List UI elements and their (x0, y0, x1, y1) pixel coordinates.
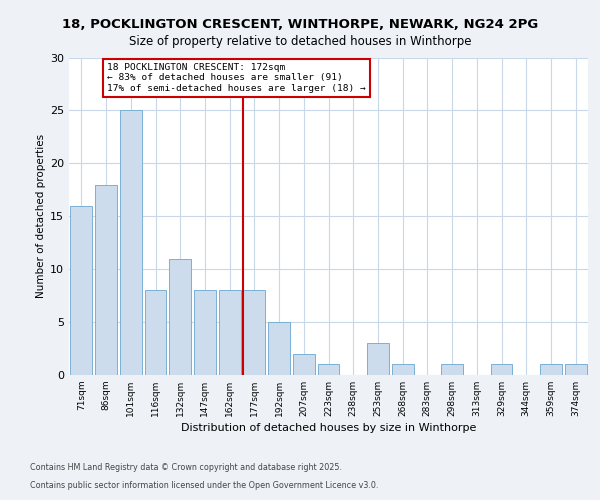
Bar (120, 110, 142, 375)
Bar (145, 290, 166, 375)
Bar (70, 206, 92, 375)
Text: 18, POCKLINGTON CRESCENT, WINTHORPE, NEWARK, NG24 2PG: 18, POCKLINGTON CRESCENT, WINTHORPE, NEW… (62, 18, 538, 30)
Text: Size of property relative to detached houses in Winthorpe: Size of property relative to detached ho… (129, 35, 471, 48)
Bar (317, 364, 340, 375)
Text: Contains public sector information licensed under the Open Government Licence v3: Contains public sector information licen… (30, 481, 379, 490)
Bar (565, 364, 587, 375)
Bar (244, 290, 265, 375)
Y-axis label: Number of detached properties: Number of detached properties (36, 134, 46, 298)
Bar (367, 343, 389, 375)
Bar (169, 258, 191, 375)
Text: 18 POCKLINGTON CRESCENT: 172sqm
← 83% of detached houses are smaller (91)
17% of: 18 POCKLINGTON CRESCENT: 172sqm ← 83% of… (107, 63, 366, 92)
X-axis label: Distribution of detached houses by size in Winthorpe: Distribution of detached houses by size … (181, 423, 476, 433)
Bar (441, 364, 463, 375)
Bar (491, 364, 512, 375)
Bar (219, 290, 241, 375)
Bar (268, 322, 290, 375)
Bar (194, 290, 216, 375)
Bar (95, 184, 117, 375)
Bar (540, 364, 562, 375)
Bar (293, 354, 314, 375)
Bar (392, 364, 413, 375)
Text: Contains HM Land Registry data © Crown copyright and database right 2025.: Contains HM Land Registry data © Crown c… (30, 464, 342, 472)
